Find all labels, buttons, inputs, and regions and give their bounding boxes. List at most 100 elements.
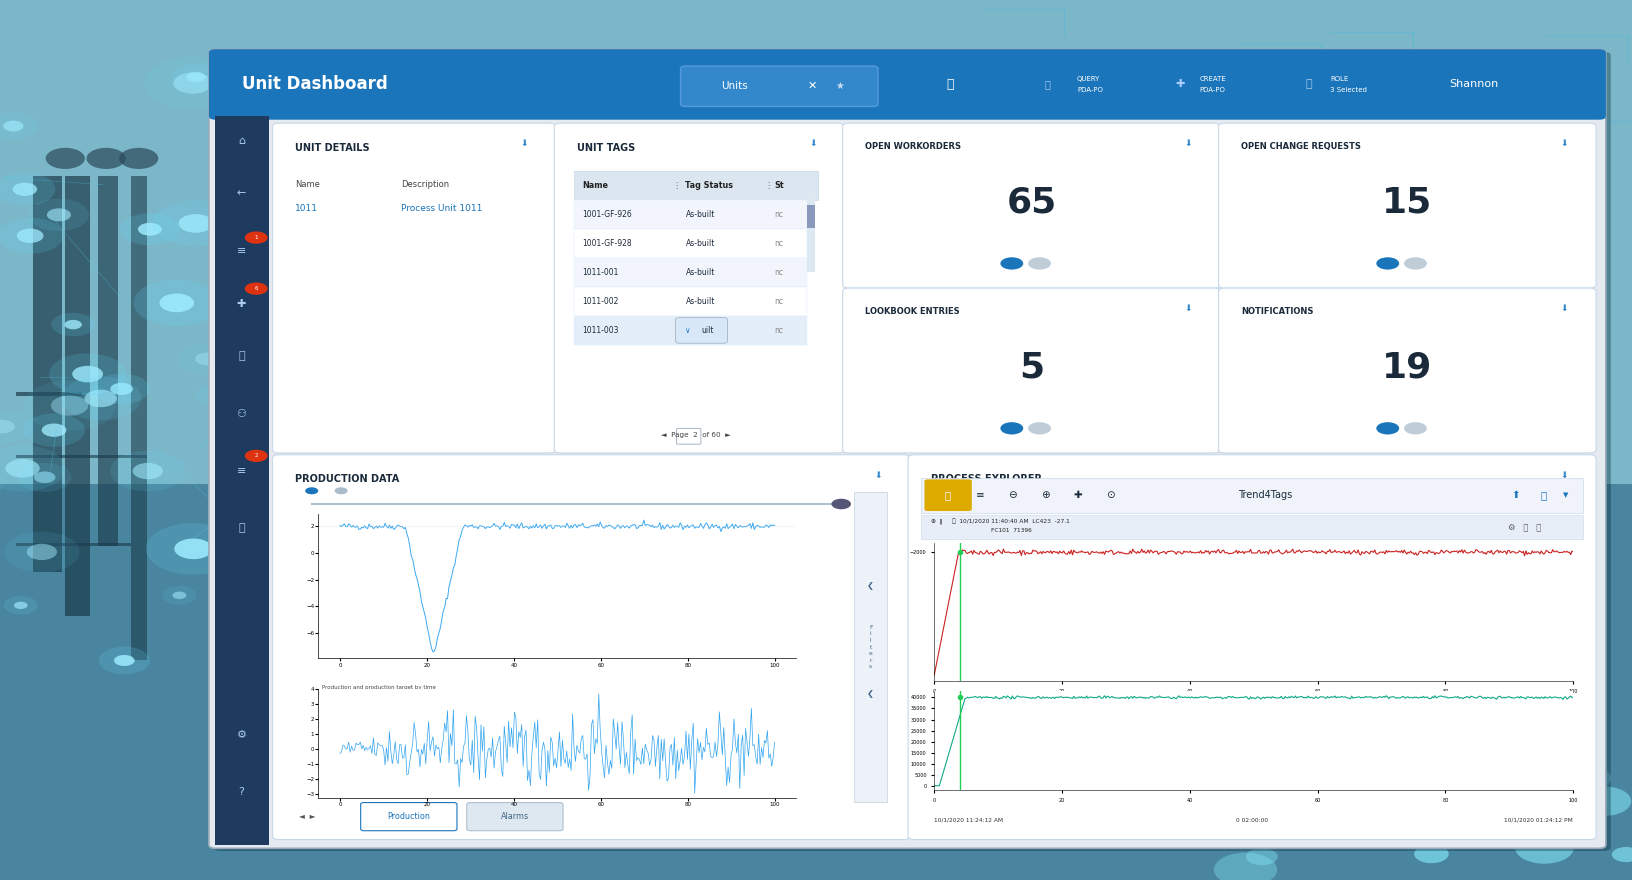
Circle shape (245, 282, 268, 295)
FancyBboxPatch shape (924, 480, 971, 511)
Circle shape (228, 342, 290, 376)
Text: Units: Units (721, 81, 747, 92)
Circle shape (251, 226, 269, 235)
Circle shape (207, 411, 248, 433)
Text: ←: ← (237, 188, 246, 199)
Circle shape (34, 472, 55, 483)
Text: F
i
l
t
e
r
s: F i l t e r s (868, 625, 873, 670)
Bar (33, 176, 62, 572)
Circle shape (0, 410, 34, 444)
Text: ★: ★ (836, 81, 844, 92)
Text: ≡: ≡ (237, 246, 246, 256)
Text: ⬇: ⬇ (875, 471, 881, 480)
Circle shape (1000, 422, 1023, 435)
Text: As-built: As-built (685, 297, 715, 306)
FancyBboxPatch shape (907, 455, 1596, 840)
Text: St: St (774, 180, 783, 190)
Circle shape (1245, 848, 1278, 865)
Text: ✚: ✚ (237, 298, 246, 309)
FancyBboxPatch shape (681, 66, 878, 106)
Bar (920, 515, 1583, 539)
Circle shape (1028, 257, 1051, 269)
FancyBboxPatch shape (842, 288, 1221, 453)
Circle shape (160, 294, 194, 312)
FancyBboxPatch shape (1219, 288, 1596, 453)
Circle shape (85, 390, 118, 407)
Text: 🏷: 🏷 (945, 490, 950, 500)
Text: Tag Status: Tag Status (685, 180, 733, 190)
Text: UNIT DETAILS: UNIT DETAILS (295, 143, 370, 152)
Text: 5: 5 (1018, 350, 1044, 385)
Circle shape (1245, 728, 1284, 748)
Circle shape (18, 463, 72, 492)
FancyBboxPatch shape (676, 318, 728, 343)
Bar (574, 287, 806, 316)
Circle shape (1325, 812, 1374, 840)
Circle shape (23, 414, 85, 447)
Bar (574, 200, 806, 229)
Text: ⌂: ⌂ (238, 136, 245, 146)
Text: nc: nc (774, 238, 783, 248)
Text: ✕: ✕ (808, 81, 818, 92)
Circle shape (297, 511, 339, 535)
Text: ≡: ≡ (976, 490, 984, 500)
Circle shape (132, 463, 163, 480)
Text: ⬇: ⬇ (1560, 304, 1568, 313)
Circle shape (15, 602, 28, 609)
Text: ▼: ▼ (1563, 492, 1568, 498)
Bar (65, 176, 90, 616)
Text: ⊖: ⊖ (1009, 490, 1017, 500)
Bar (16, 392, 82, 396)
Circle shape (162, 586, 197, 605)
Text: ⬇: ⬇ (1185, 139, 1193, 148)
Circle shape (1567, 728, 1606, 749)
Circle shape (237, 489, 264, 504)
Circle shape (178, 343, 237, 375)
FancyBboxPatch shape (1219, 123, 1596, 288)
Circle shape (1214, 853, 1278, 880)
Text: ≡: ≡ (237, 466, 246, 476)
Text: ⬆: ⬆ (1511, 490, 1519, 500)
Text: Name: Name (295, 180, 320, 188)
Circle shape (238, 219, 281, 242)
Circle shape (0, 445, 65, 491)
Text: Name: Name (583, 180, 609, 190)
Text: PRODUCTION DATA: PRODUCTION DATA (295, 474, 400, 484)
Circle shape (219, 418, 235, 427)
Circle shape (47, 209, 70, 222)
Circle shape (145, 523, 242, 575)
Text: ⊕  ‖     📋  10/1/2020 11:40:40 AM  LC423  -27.1: ⊕ ‖ 📋 10/1/2020 11:40:40 AM LC423 -27.1 (930, 518, 1069, 524)
Circle shape (139, 223, 162, 236)
Circle shape (1514, 832, 1573, 864)
Text: PROCESS EXPLORER: PROCESS EXPLORER (930, 474, 1041, 484)
Circle shape (284, 567, 308, 580)
Text: 2: 2 (255, 453, 258, 458)
Circle shape (49, 354, 126, 395)
FancyBboxPatch shape (209, 49, 1606, 848)
Circle shape (3, 596, 38, 614)
Text: ⬇: ⬇ (809, 139, 816, 148)
Circle shape (266, 674, 294, 689)
FancyBboxPatch shape (842, 123, 1221, 288)
FancyBboxPatch shape (676, 429, 700, 444)
Circle shape (831, 499, 850, 510)
Text: ⚙   📊   📋: ⚙ 📊 📋 (1508, 523, 1541, 532)
Circle shape (263, 598, 330, 634)
Circle shape (248, 353, 273, 366)
Text: ⬇: ⬇ (1560, 471, 1568, 480)
Text: UNIT TAGS: UNIT TAGS (578, 143, 635, 152)
Circle shape (307, 341, 333, 356)
Bar (16, 455, 147, 458)
Text: 1: 1 (255, 235, 258, 240)
Text: nc: nc (774, 268, 783, 277)
Text: ⬇: ⬇ (1185, 304, 1193, 313)
Text: QUERY: QUERY (1077, 77, 1100, 82)
Circle shape (13, 183, 38, 196)
Circle shape (233, 369, 322, 416)
Text: Unit Dashboard: Unit Dashboard (242, 76, 387, 93)
Circle shape (310, 518, 326, 528)
Circle shape (261, 584, 290, 601)
Circle shape (1255, 656, 1302, 681)
Circle shape (0, 113, 39, 140)
Text: OPEN WORKORDERS: OPEN WORKORDERS (865, 142, 961, 150)
